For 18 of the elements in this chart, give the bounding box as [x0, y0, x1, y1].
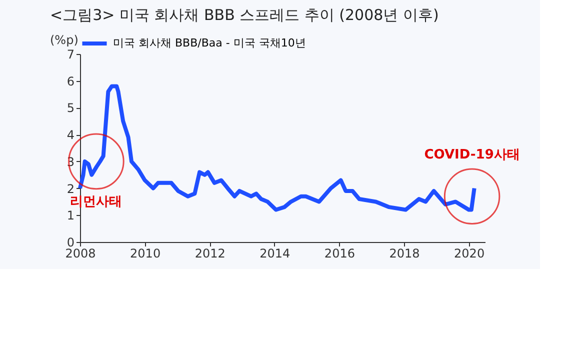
x-tick-label: 2016: [324, 246, 355, 260]
x-tick-label: 2008: [65, 246, 96, 260]
legend-label: 미국 회사채 BBB/Baa - 미국 국채10년: [113, 36, 306, 50]
y-tick-label: 1: [66, 208, 74, 223]
y-tick-label: 4: [66, 128, 74, 142]
x-tick-label: 2020: [454, 246, 485, 260]
y-tick-label: 6: [66, 74, 74, 88]
y-tick-label: 0: [66, 236, 74, 250]
y-tick-label: 5: [66, 101, 74, 116]
x-tick-label: 2012: [194, 246, 226, 260]
x-tick-label: 2010: [130, 246, 161, 260]
y-tick-label: 7: [66, 48, 74, 62]
chart-title: <그림3> 미국 회사채 BBB 스프레드 추이 (2008년 이후): [50, 6, 439, 24]
x-tick-label: 2014: [260, 246, 290, 260]
y-axis-title: (%p): [50, 33, 78, 47]
y-tick-label: 2: [66, 182, 74, 196]
annotation: COVID-19사태: [424, 147, 520, 162]
x-tick-label: 2018: [389, 246, 420, 260]
